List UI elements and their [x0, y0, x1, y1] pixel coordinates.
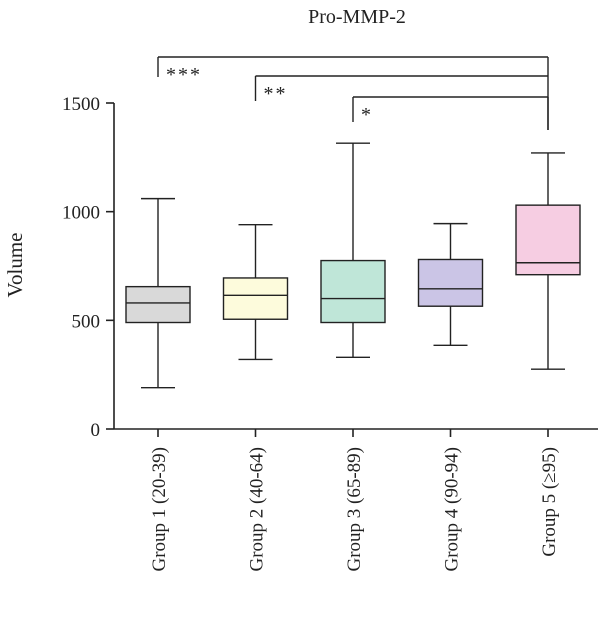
box-group-5 — [515, 152, 581, 370]
x-tick-label: Group 2 (40-64) — [247, 447, 268, 572]
x-tick-label: Group 5 (≥95) — [539, 447, 560, 557]
y-tick-label: 0 — [91, 420, 101, 441]
significance-stars: ** — [264, 83, 288, 105]
significance-brackets: ****** — [157, 56, 549, 130]
iqr-box — [125, 285, 191, 324]
significance-bracket-3: * — [352, 96, 549, 130]
significance-bracket-2: ** — [254, 75, 548, 105]
x-tick-label: Group 3 (65-89) — [344, 447, 365, 572]
significance-stars: *** — [166, 64, 202, 86]
x-tick-label: Group 4 (90-94) — [442, 447, 463, 572]
boxes — [125, 142, 581, 389]
axes: 0 500 1000 1500 — [62, 94, 598, 441]
y-axis-label: Volume — [3, 233, 27, 298]
box-group-4 — [417, 222, 484, 347]
x-tick-label: Group 1 (20-39) — [149, 447, 170, 572]
y-tick-label: 1500 — [62, 94, 100, 115]
chart-title: Pro-MMP-2 — [308, 6, 406, 28]
y-tick-label: 1000 — [62, 203, 100, 224]
iqr-box — [417, 258, 484, 307]
y-tick-label: 500 — [72, 311, 101, 332]
significance-stars: * — [361, 104, 373, 126]
iqr-box — [320, 259, 386, 324]
iqr-box — [222, 277, 289, 320]
box-group-2 — [222, 224, 289, 361]
box-group-1 — [125, 197, 191, 389]
significance-bracket-1: *** — [157, 56, 548, 86]
x-tick-labels: Group 1 (20-39) Group 2 (40-64) Group 3 (6… — [149, 447, 560, 572]
box-group-3 — [320, 142, 386, 358]
iqr-box — [515, 204, 581, 276]
